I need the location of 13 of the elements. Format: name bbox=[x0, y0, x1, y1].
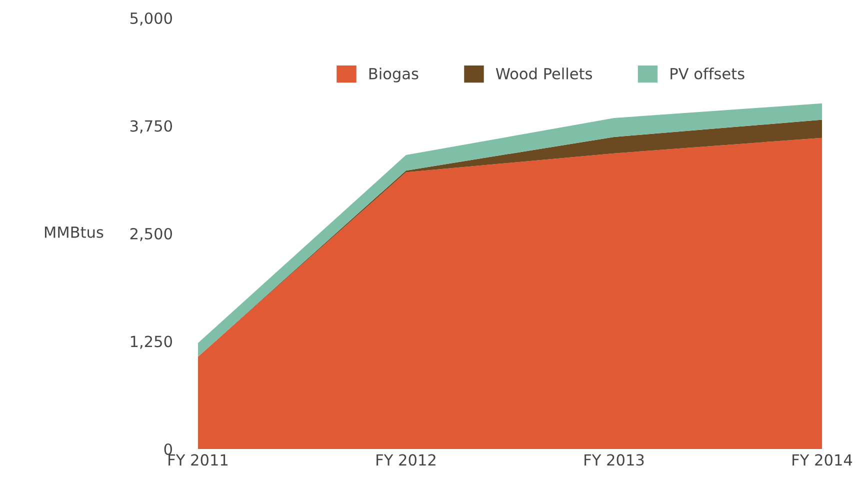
y-tick-label: 5,000 bbox=[130, 12, 172, 26]
x-tick-label: FY 2014 bbox=[792, 454, 852, 466]
y-tick-label: 3,750 bbox=[130, 120, 172, 134]
x-tick-label: FY 2011 bbox=[168, 454, 228, 466]
x-tick-label: FY 2013 bbox=[584, 454, 644, 466]
legend-label: Biogas bbox=[369, 68, 418, 82]
y-axis-title: MMBtus bbox=[44, 226, 104, 238]
y-tick-label: 1,250 bbox=[130, 336, 172, 349]
legend-label: PV offsets bbox=[670, 68, 744, 80]
y-tick-label: 0 bbox=[164, 443, 172, 456]
y-tick-label: 2,500 bbox=[130, 228, 172, 242]
legend-label: Wood Pellets bbox=[496, 68, 592, 80]
x-tick-label: FY 2012 bbox=[376, 454, 436, 466]
